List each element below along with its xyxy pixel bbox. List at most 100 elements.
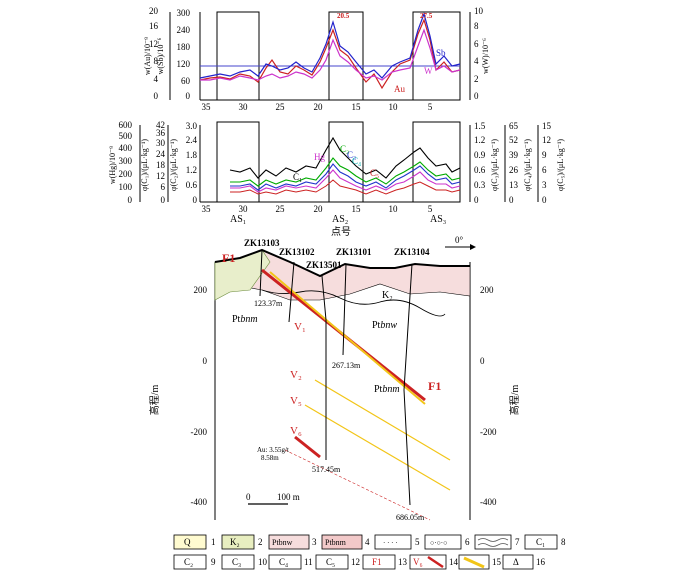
svg-text:42: 42 xyxy=(156,120,165,130)
depth-label-4: 686.05m xyxy=(396,513,425,522)
svg-text:○·○·○: ○·○·○ xyxy=(430,539,447,547)
series-c5 xyxy=(230,179,461,195)
svg-text:52: 52 xyxy=(509,135,518,145)
hg-ticks: 0 100 200 300 400 500 600 xyxy=(119,120,133,205)
series-c2 xyxy=(230,157,461,187)
svg-text:200: 200 xyxy=(480,285,494,295)
label-sb: Sb xyxy=(436,48,446,58)
unit-label-ptbnw: Ptbnw xyxy=(372,320,397,331)
svg-text:20: 20 xyxy=(149,6,159,16)
depth-label-2: 267.13m xyxy=(332,361,361,370)
scale-zero: 0 xyxy=(246,492,251,502)
depth-label-3: 517.45m xyxy=(312,465,341,474)
scale-100: 100 m xyxy=(277,492,300,502)
unit-label-ptbnm-right: Ptbnm xyxy=(374,384,400,395)
right-axis-title: 高程/m xyxy=(508,385,521,416)
svg-text:0: 0 xyxy=(542,195,547,205)
well-zk13102: ZK13102 xyxy=(279,247,315,257)
svg-text:120: 120 xyxy=(177,59,191,69)
vein-label-v2: V₂ xyxy=(290,369,302,381)
svg-text:12: 12 xyxy=(156,171,165,181)
svg-text:Ptbnw: Ptbnw xyxy=(272,538,293,547)
label-hg: Hg xyxy=(314,152,325,162)
svg-text:5: 5 xyxy=(428,102,433,112)
middle-gas-chart: w(Hg)/10⁻⁹ φ(C₁)/(μL·kg⁻¹) φ(C₂)/(μL·kg⁻… xyxy=(108,120,565,238)
svg-text:0: 0 xyxy=(509,195,514,205)
borehole-zk13103 xyxy=(259,249,263,297)
well-zk13103: ZK13103 xyxy=(244,238,280,248)
svg-text:12: 12 xyxy=(149,39,158,49)
svg-text:26: 26 xyxy=(509,165,519,175)
svg-text:13: 13 xyxy=(398,557,408,567)
well-zk13501: ZK13501 xyxy=(306,260,342,270)
left-elevation-ticks: 200 0 -200 -400 xyxy=(191,285,208,507)
borehole-zk13501 xyxy=(321,275,327,460)
svg-text:8: 8 xyxy=(561,537,566,547)
c2-ticks: 0 0.6 1.2 1.8 2.4 3.0 xyxy=(186,121,198,205)
svg-text:φ(C₁)/(μL·kg⁻¹): φ(C₁)/(μL·kg⁻¹) xyxy=(140,139,149,191)
label-w: W xyxy=(424,66,433,76)
svg-text:15: 15 xyxy=(492,557,502,567)
svg-text:39: 39 xyxy=(509,150,519,160)
series-c1 xyxy=(229,136,461,179)
vein-label-v6: V₆ xyxy=(290,425,302,437)
svg-text:35: 35 xyxy=(202,102,212,112)
unit-label-k2: K₂ xyxy=(382,290,393,301)
label-au: Au xyxy=(394,84,405,94)
svg-text:C₂: C₂ xyxy=(184,557,193,567)
geologic-cross-section: ZK13103 ZK13102 ZK13501 ZK13101 ZK13104 … xyxy=(148,235,521,522)
zone-label-as3: AS₃ xyxy=(430,214,446,225)
svg-text:1.5: 1.5 xyxy=(474,121,486,131)
svg-text:8: 8 xyxy=(474,21,479,31)
svg-text:500: 500 xyxy=(119,131,133,141)
series-c3 xyxy=(230,163,461,191)
vein-v1 xyxy=(269,271,426,405)
svg-text:11: 11 xyxy=(304,557,313,567)
svg-text:60: 60 xyxy=(181,76,191,86)
svg-text:6: 6 xyxy=(161,182,166,192)
axis-label-au: w(Au)/10⁻⁹ xyxy=(143,37,152,75)
svg-text:3: 3 xyxy=(542,180,547,190)
svg-text:Ptbnm: Ptbnm xyxy=(325,538,347,547)
borehole-zk13104 xyxy=(403,263,413,506)
label-c5: C₅ xyxy=(370,168,379,178)
well-zk13101: ZK13101 xyxy=(336,247,372,257)
svg-text:φ(C₂)/(μL·kg⁻¹): φ(C₂)/(μL·kg⁻¹) xyxy=(169,139,178,191)
svg-text:25: 25 xyxy=(276,102,286,112)
c4-ticks: 0 13 26 39 52 65 xyxy=(509,121,519,205)
series-hg xyxy=(230,169,461,193)
svg-text:1.2: 1.2 xyxy=(474,135,485,145)
label-c4: C₄ xyxy=(352,156,361,166)
svg-text:3: 3 xyxy=(312,537,317,547)
unit-label-ptbnm-left: Ptbnm xyxy=(232,314,258,325)
fault-label-top: F1 xyxy=(222,251,235,265)
vein-label-v5: V₅ xyxy=(290,395,302,407)
svg-text:35: 35 xyxy=(202,204,212,214)
svg-text:20: 20 xyxy=(314,204,324,214)
svg-text:65: 65 xyxy=(509,121,519,131)
au-ticks: 0 4 8 12 16 20 xyxy=(149,6,159,101)
svg-text:V₆: V₆ xyxy=(413,557,423,567)
svg-text:0: 0 xyxy=(128,195,133,205)
depth-label-1: 123.37m xyxy=(254,299,283,308)
topography xyxy=(214,248,470,278)
svg-text:2: 2 xyxy=(258,537,263,547)
svg-text:0: 0 xyxy=(203,356,208,366)
svg-text:3.0: 3.0 xyxy=(186,121,198,131)
svg-text:2.4: 2.4 xyxy=(186,135,198,145)
legend: Q 1 K₂ 2 Ptbnw 3 Ptbnm 4 · · · · 5 ○·○·○ 6 7 C… xyxy=(173,534,566,570)
svg-text:10: 10 xyxy=(258,557,268,567)
well-zk13104: ZK13104 xyxy=(394,247,430,257)
svg-text:100: 100 xyxy=(119,182,133,192)
top-x-ticks: 35 30 25 20 15 10 5 xyxy=(202,102,433,112)
c5-ticks: 0 3 6 9 12 15 xyxy=(542,121,552,205)
svg-text:6: 6 xyxy=(542,165,547,175)
svg-text:φ(C₃)/(μL·kg⁻¹): φ(C₃)/(μL·kg⁻¹) xyxy=(490,139,499,191)
svg-text:20: 20 xyxy=(314,102,324,112)
svg-text:12: 12 xyxy=(351,557,360,567)
zone-label-as2: AS₂ xyxy=(332,214,348,225)
svg-text:K₂: K₂ xyxy=(230,537,240,547)
svg-text:0: 0 xyxy=(474,195,479,205)
svg-text:30: 30 xyxy=(239,102,249,112)
svg-text:12: 12 xyxy=(542,135,551,145)
